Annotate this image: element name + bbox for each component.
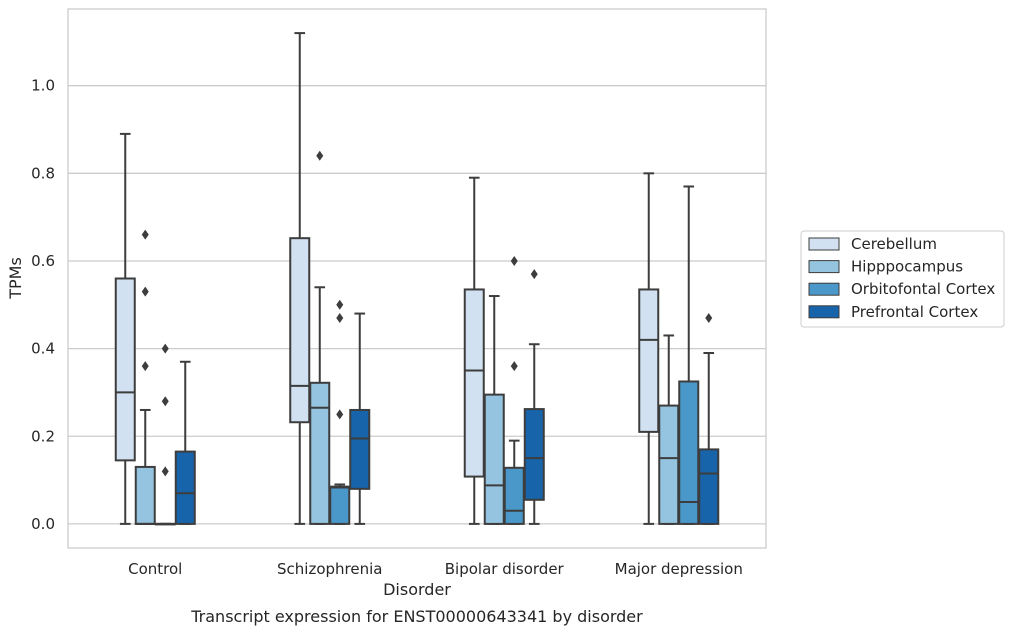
box-body [658, 404, 680, 525]
box-body [349, 408, 371, 490]
box-3-2 [523, 269, 545, 525]
legend-swatch [808, 282, 840, 296]
box-body [329, 485, 351, 525]
y-tick-labels: 0.0 0.2 0.4 0.6 0.8 1.0 [31, 77, 55, 533]
box-0-3 [638, 172, 660, 525]
plot-frame [67, 8, 767, 549]
x-tick-label: Control [128, 560, 182, 578]
box-body [503, 466, 525, 525]
box-3-1 [349, 312, 371, 525]
legend-label: Prefrontal Cortex [851, 303, 978, 321]
box-body [134, 465, 156, 525]
legend-label: Cerebellum [851, 235, 937, 253]
y-tick-label: 0.2 [31, 427, 55, 445]
box-body [309, 381, 331, 525]
outlier-point [510, 361, 518, 372]
box-0-2 [463, 176, 485, 525]
legend-swatch [808, 237, 840, 251]
box-3-0 [174, 360, 196, 525]
box-2-3 [678, 185, 700, 525]
legend-frame [800, 230, 1005, 328]
y-tick-label: 1.0 [31, 77, 55, 95]
box-body [174, 450, 196, 525]
box-body [483, 393, 505, 525]
legend-label: Hipppocampus [851, 258, 963, 276]
outlier-point [161, 396, 169, 407]
y-axis-title: TPMs [6, 257, 25, 300]
legend-swatch [808, 260, 840, 274]
outlier-point [161, 466, 169, 477]
box-layer [114, 32, 720, 526]
outlier-point [141, 361, 149, 372]
box-body [638, 288, 660, 433]
box-body [523, 408, 545, 501]
box-1-3 [658, 334, 680, 525]
box-0-0 [114, 132, 136, 525]
box-3-3 [698, 312, 720, 525]
outlier-point [705, 312, 713, 323]
box-1-1 [309, 150, 331, 525]
x-tick-labels: Control Schizophrenia Bipolar disorder Majo… [128, 560, 743, 578]
y-tick-label: 0.4 [31, 340, 55, 358]
outlier-point [336, 409, 344, 420]
box-body [698, 448, 720, 525]
outlier-point [530, 269, 538, 280]
chart-caption: Transcript expression for ENST0000064334… [190, 607, 643, 626]
box-1-2 [483, 295, 505, 525]
y-tick-label: 0.6 [31, 252, 55, 270]
y-tick-label: 0.8 [31, 164, 55, 182]
outlier-point [161, 343, 169, 354]
box-1-0 [134, 229, 156, 525]
box-2-2 [503, 255, 525, 525]
outlier-point [141, 229, 149, 240]
x-axis-title: Disorder [383, 580, 451, 599]
legend-label: Orbitofontal Cortex [851, 280, 995, 298]
x-tick-label: Schizophrenia [277, 560, 382, 578]
legend-swatch [808, 305, 840, 319]
box-body [463, 288, 485, 478]
legend: Cerebellum Hipppocampus Orbitofontal Corte… [800, 230, 1005, 328]
x-tick-label: Major depression [615, 560, 743, 578]
x-tick-label: Bipolar disorder [445, 560, 565, 578]
outlier-point [336, 312, 344, 323]
y-tick-label: 0.0 [31, 515, 55, 533]
box-2-0 [154, 343, 176, 526]
box-0-1 [289, 32, 311, 525]
outlier-point [141, 286, 149, 297]
outlier-point [336, 299, 344, 310]
outlier-point [316, 150, 324, 161]
outlier-point [510, 255, 518, 266]
box-body [289, 237, 311, 424]
box-body [114, 277, 136, 462]
box-2-1 [329, 299, 351, 525]
legend-items: Cerebellum Hipppocampus Orbitofontal Corte… [808, 235, 995, 321]
